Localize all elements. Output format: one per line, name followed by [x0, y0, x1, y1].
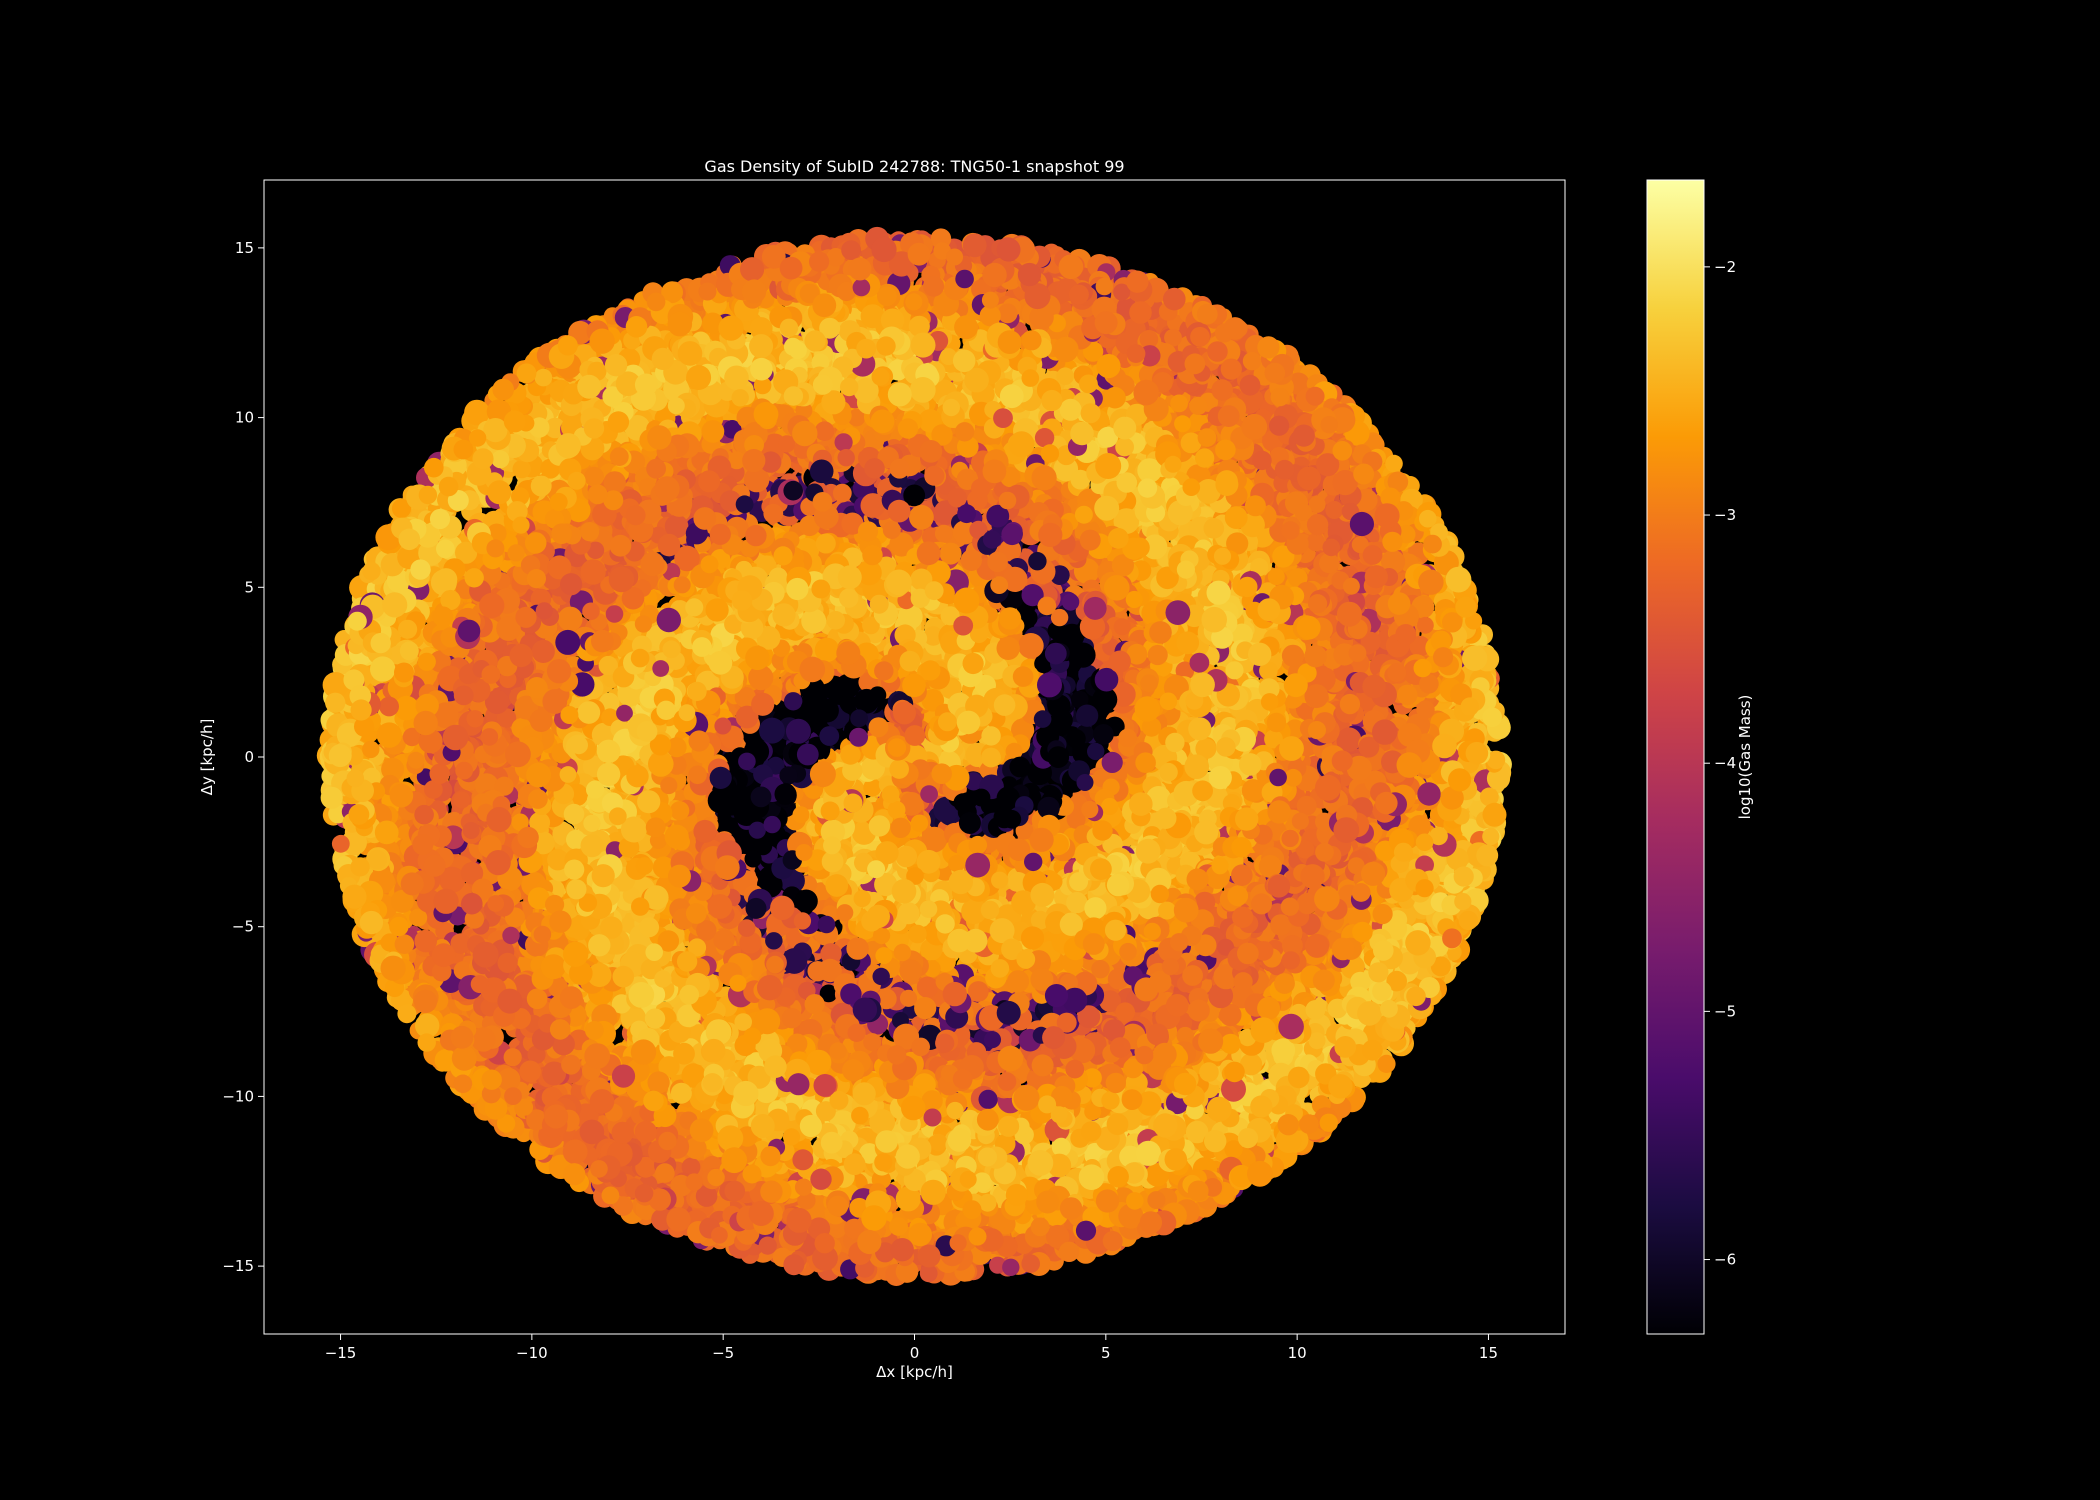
plot-area	[263, 179, 1566, 1335]
chart-title: Gas Density of SubID 242788: TNG50-1 sna…	[704, 157, 1124, 176]
gas-particles	[316, 226, 1512, 1286]
